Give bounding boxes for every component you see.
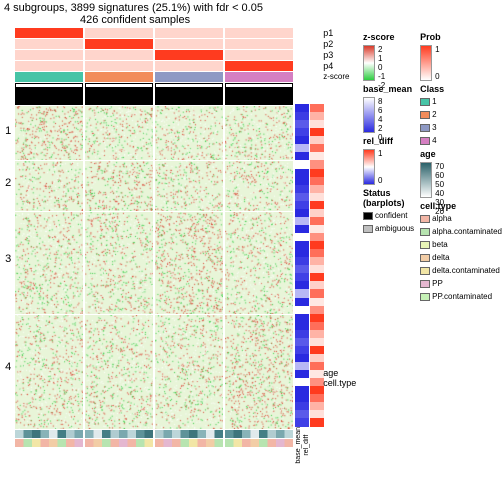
basemean-label: base_mean — [295, 427, 302, 464]
prob-track-label: p4 — [323, 61, 357, 71]
mini-legend: z-score — [323, 72, 357, 108]
prob-track-label: p3 — [323, 50, 357, 60]
row-label: 3 — [0, 208, 15, 310]
chart-title: 4 subgroups, 3899 signatures (25.1%) wit… — [0, 0, 504, 14]
side-annotation: base_mean rel_diff — [293, 28, 323, 463]
class-band — [15, 72, 293, 82]
row-label: 2 — [0, 158, 15, 208]
prob-tracks — [15, 28, 293, 71]
prob-track-label: p1 — [323, 28, 357, 38]
age-strip — [15, 430, 293, 438]
main-layout: 1234 base_mean rel_diff p1p2p3p4 z-score… — [0, 28, 504, 463]
reldiff-label: rel_diff — [303, 427, 310, 464]
heatmap-body — [15, 106, 293, 429]
legends: z-score210-1-2base_mean86420rel_diff10St… — [357, 28, 504, 463]
prob-track-label: p2 — [323, 39, 357, 49]
chart-subtitle: 426 confident samples — [0, 14, 504, 28]
row-labels: 1234 — [0, 28, 15, 463]
bottom-annot-labels: age cell.type — [323, 368, 357, 388]
celltype-strip — [15, 439, 293, 447]
row-label: 1 — [0, 104, 15, 158]
row-label: 4 — [0, 310, 15, 424]
heatmap-column — [15, 28, 293, 463]
track-labels-col: p1p2p3p4 z-score age cell.type — [323, 28, 357, 463]
silhouette-band — [15, 83, 293, 105]
side-col-labels: base_mean rel_diff — [293, 427, 323, 464]
